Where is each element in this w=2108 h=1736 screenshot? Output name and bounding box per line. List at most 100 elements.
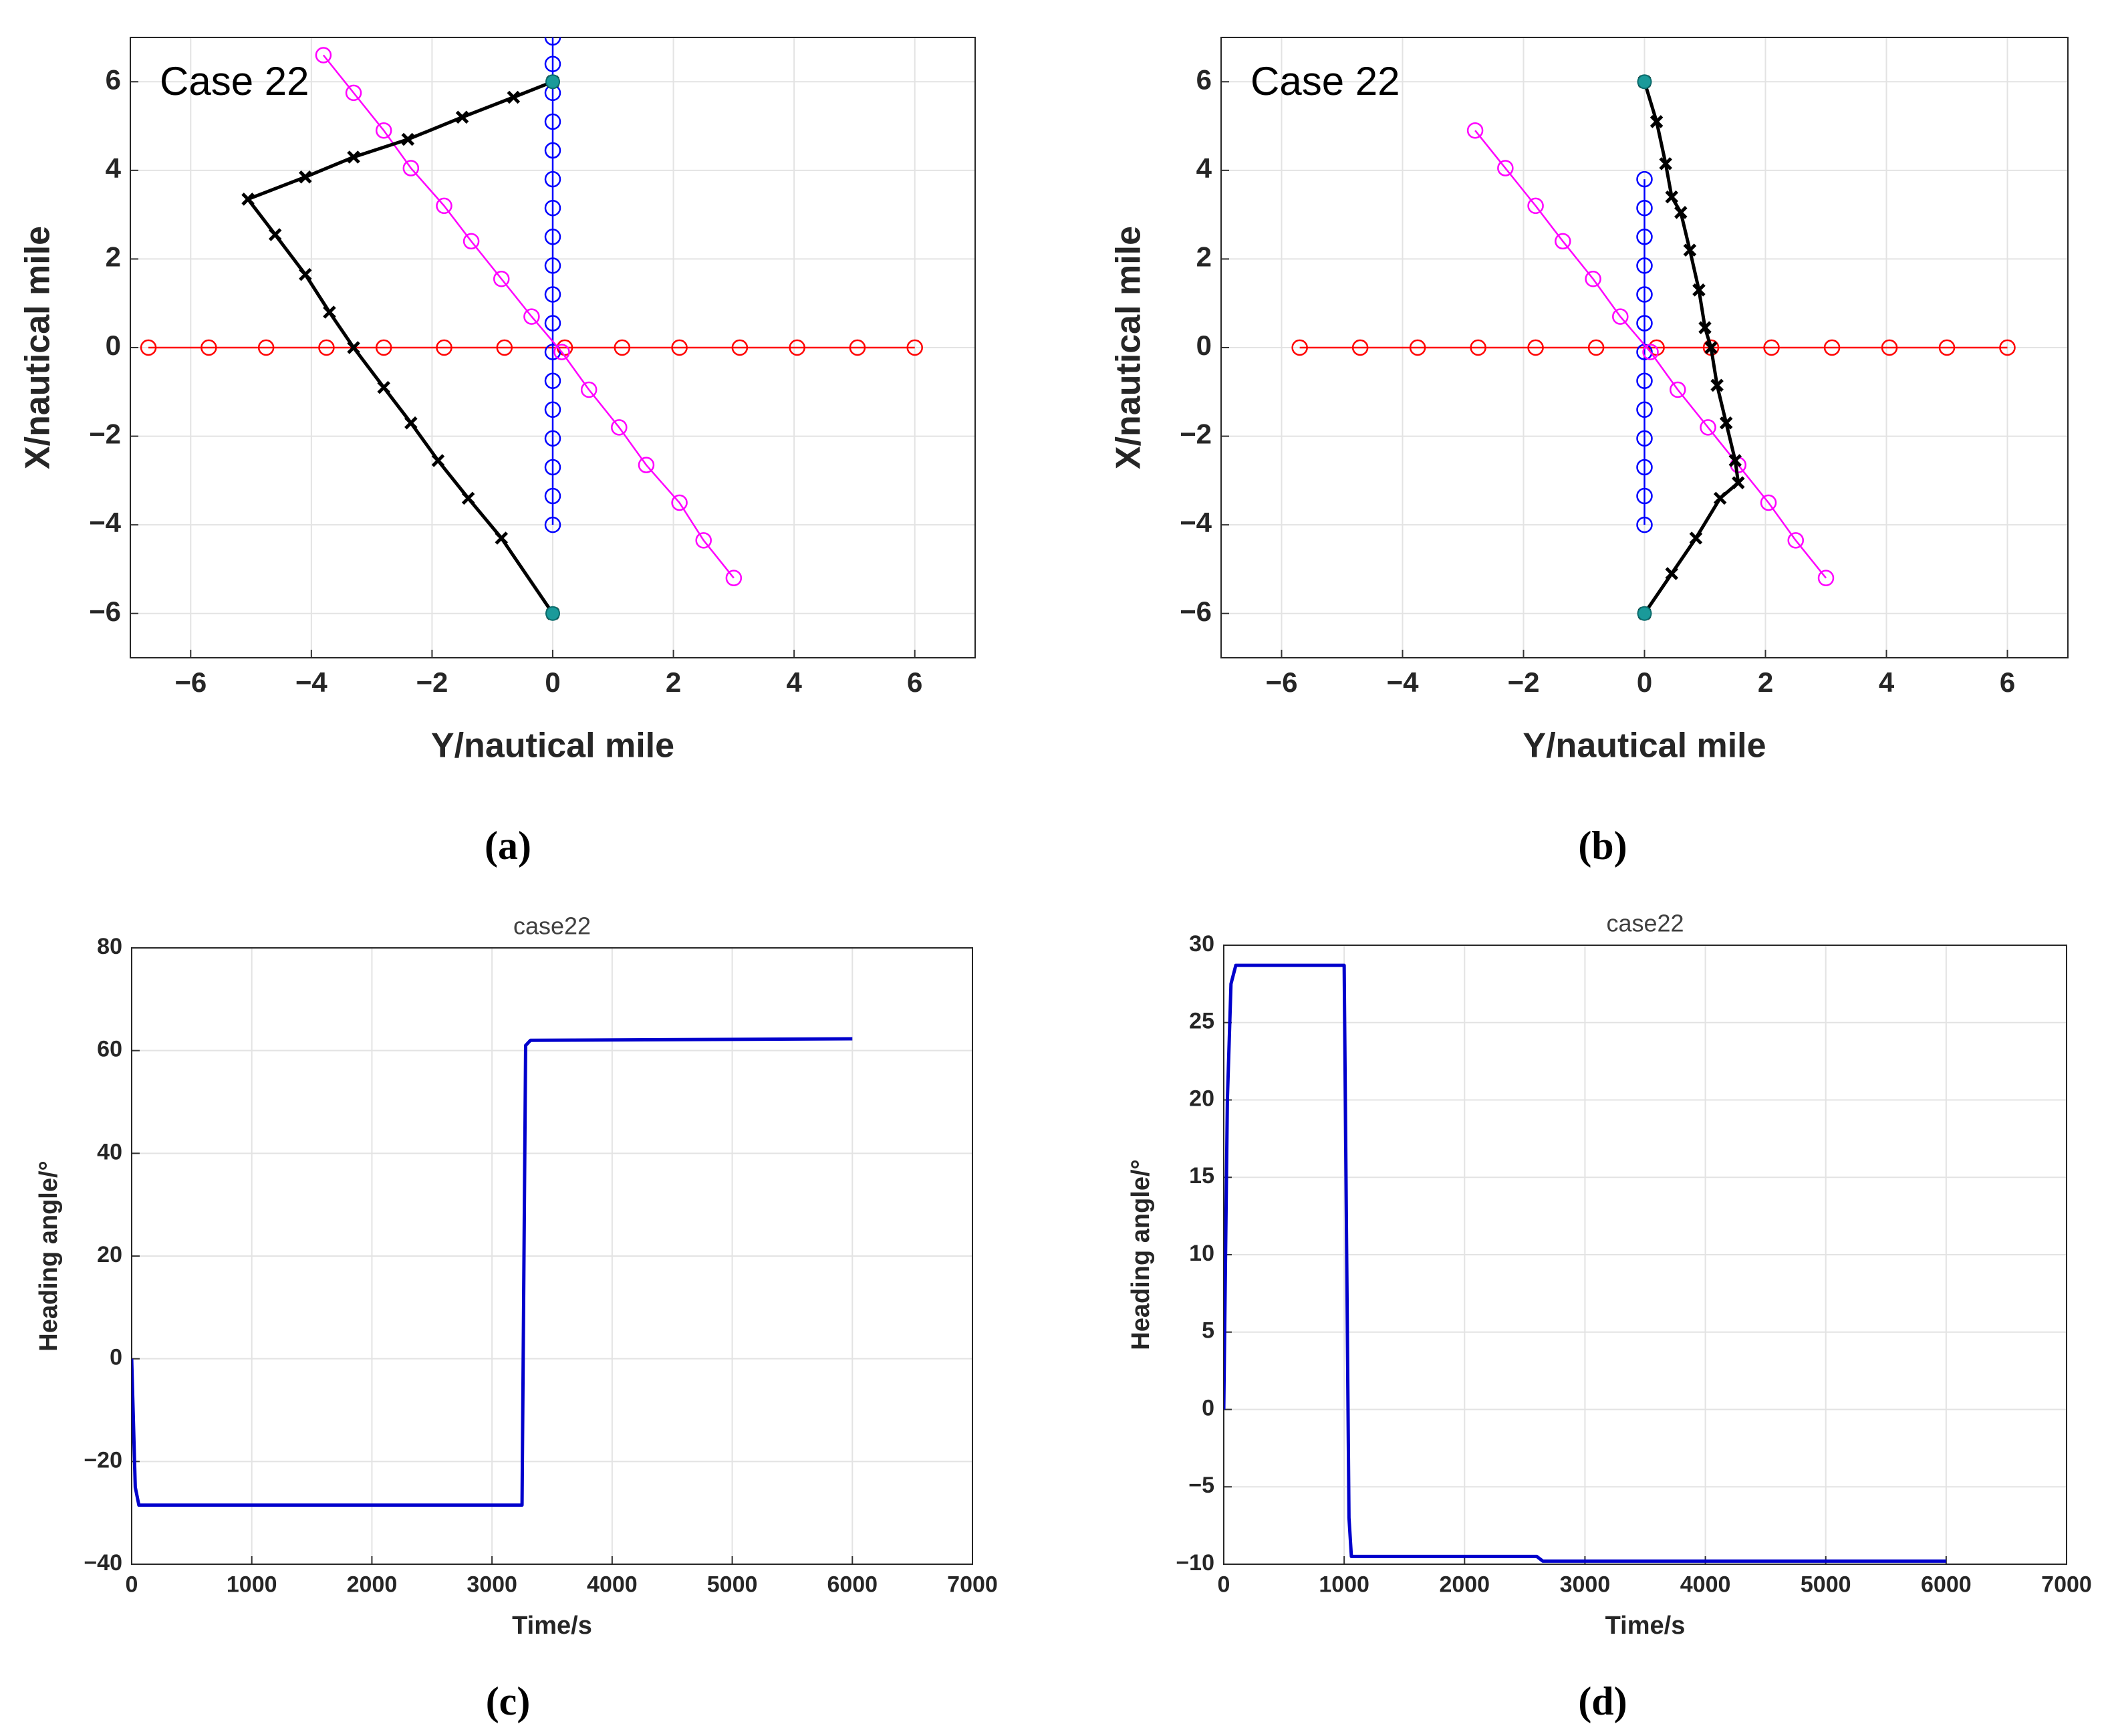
marker [1999,339,2016,356]
marker [1674,206,1688,219]
x-tick-label: 7000 [2041,1572,2092,1597]
marker [545,74,560,90]
marker [455,110,469,124]
y-tick-label: 20 [1189,1086,1214,1111]
y-tick-label: 2 [106,241,121,273]
x-tick-label: 2 [1758,666,1773,698]
x-tick-label: −2 [1508,666,1540,698]
x-tick-label: 0 [545,666,560,698]
y-tick-label: −5 [1188,1473,1214,1498]
x-tick-label: 2 [666,666,681,698]
marker [580,381,598,398]
marker [1636,315,1653,332]
marker [1787,532,1804,549]
marker [507,90,521,104]
marker [257,339,275,356]
marker [544,55,561,73]
chart-title: case22 [1606,910,1684,937]
marker [1817,570,1835,586]
chart-title: case22 [513,912,591,940]
subplot: −6 −4 −2 0 2 4 6 −6 −4 −2 0 2 4 6 Case 22 Y/nautical mi… [19,37,976,868]
marker [544,257,561,274]
marker [1636,401,1653,418]
marker [1527,197,1544,215]
marker [375,339,392,356]
marker [544,37,561,46]
marker [315,47,332,64]
x-axis-label: Time/s [512,1612,592,1640]
marker [1704,341,1718,354]
marker [1650,115,1664,128]
marker [1713,491,1727,505]
y-tick-label: 10 [1189,1241,1214,1266]
y-tick-label: −20 [84,1447,122,1473]
marker [544,199,561,217]
x-axis-label: Y/nautical mile [431,727,674,765]
x-tick-label: 4 [1879,666,1895,698]
x-tick-label: −4 [1387,666,1420,698]
x-tick-label: 2000 [347,1572,398,1597]
caption: (c) [486,1679,531,1723]
marker [493,271,510,287]
marker [299,267,312,281]
x-tick-label: 4000 [1680,1572,1731,1597]
y-tick-label: 4 [106,152,122,184]
marker [544,113,561,130]
marker [1527,339,1544,356]
marker [1700,419,1716,436]
data-layer [1291,74,2016,621]
marker [1636,199,1653,217]
data-layer [140,37,923,621]
marker [1636,372,1653,389]
marker [545,606,560,621]
annotation: Case 22 [160,59,309,104]
x-tick-label: 1000 [227,1572,277,1597]
marker [496,339,513,356]
x-tick-label: 6 [907,666,922,698]
y-tick-label: 25 [1189,1009,1214,1034]
marker [1665,190,1678,204]
x-tick-label: 5000 [1801,1572,1851,1597]
axes-frame [131,947,973,1565]
marker [671,339,688,356]
marker [402,160,420,176]
marker [1636,229,1653,245]
x-tick-label: −2 [416,666,448,698]
x-tick-label: 7000 [947,1572,998,1597]
annotation: Case 22 [1250,59,1400,104]
marker [544,344,561,360]
marker [1670,381,1686,398]
y-tick-label: 40 [97,1139,122,1164]
x-tick-label: −4 [295,666,328,698]
marker [544,315,561,332]
x-tick-label: −6 [174,666,207,698]
marker [431,454,445,467]
marker [1881,339,1898,356]
y-tick-label: 2 [1196,241,1212,273]
x-tick-label: 6000 [827,1572,878,1597]
x-tick-label: 1000 [1319,1572,1369,1597]
marker [1698,321,1712,334]
marker [614,339,631,356]
marker [1637,606,1652,621]
x-tick-label: 4000 [587,1572,638,1597]
marker [1692,283,1706,297]
marker [323,305,336,319]
x-axis-label: Y/nautical mile [1523,727,1766,765]
y-axis-label: Heading angle/° [35,1160,63,1351]
data-layer [1224,963,1946,1563]
marker [1636,430,1653,447]
caption: (a) [485,824,531,868]
x-tick-label: 0 [1637,666,1652,698]
y-tick-label: 80 [97,934,122,959]
marker [544,229,561,245]
marker [1636,286,1653,303]
marker [1587,339,1605,356]
marker [1760,494,1777,511]
marker [1938,339,1956,356]
marker [1728,454,1742,467]
marker [495,531,509,545]
marker [544,286,561,303]
y-tick-label: 30 [1189,931,1214,957]
marker [461,491,475,505]
